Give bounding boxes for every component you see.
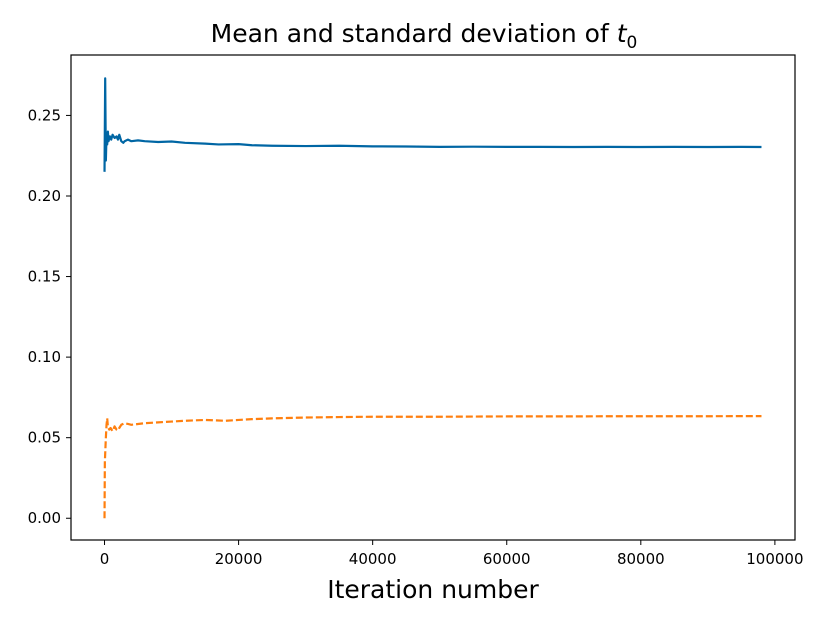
x-tick-label: 40000 — [349, 550, 397, 568]
x-tick-label: 100000 — [746, 550, 803, 568]
x-tick-label: 0 — [100, 550, 110, 568]
series-line-mean — [103, 77, 762, 172]
y-tick-label: 0.25 — [28, 106, 61, 124]
series-layer — [103, 77, 762, 519]
x-axis-label: Iteration number — [327, 575, 539, 604]
y-tick-label: 0.10 — [28, 348, 61, 366]
chart-title: Mean and standard deviation of t0 — [211, 19, 638, 53]
chart-title-math: t — [617, 19, 628, 48]
x-axis: 0 20000 40000 60000 80000 100000 — [100, 540, 804, 568]
x-tick-label: 20000 — [215, 550, 263, 568]
x-tick-label: 80000 — [617, 550, 665, 568]
series-line-std — [103, 414, 762, 519]
chart-title-text: Mean and standard deviation of — [211, 19, 617, 48]
y-tick-label: 0.00 — [28, 509, 61, 527]
plot-area — [70, 54, 796, 541]
y-tick-label: 0.20 — [28, 187, 61, 205]
y-axis: 0.00 0.05 0.10 0.15 0.20 0.25 — [28, 106, 71, 527]
chart-title-subscript: 0 — [627, 33, 638, 53]
y-tick-label: 0.15 — [28, 268, 61, 286]
y-tick-label: 0.05 — [28, 429, 61, 447]
x-tick-label: 60000 — [483, 550, 531, 568]
